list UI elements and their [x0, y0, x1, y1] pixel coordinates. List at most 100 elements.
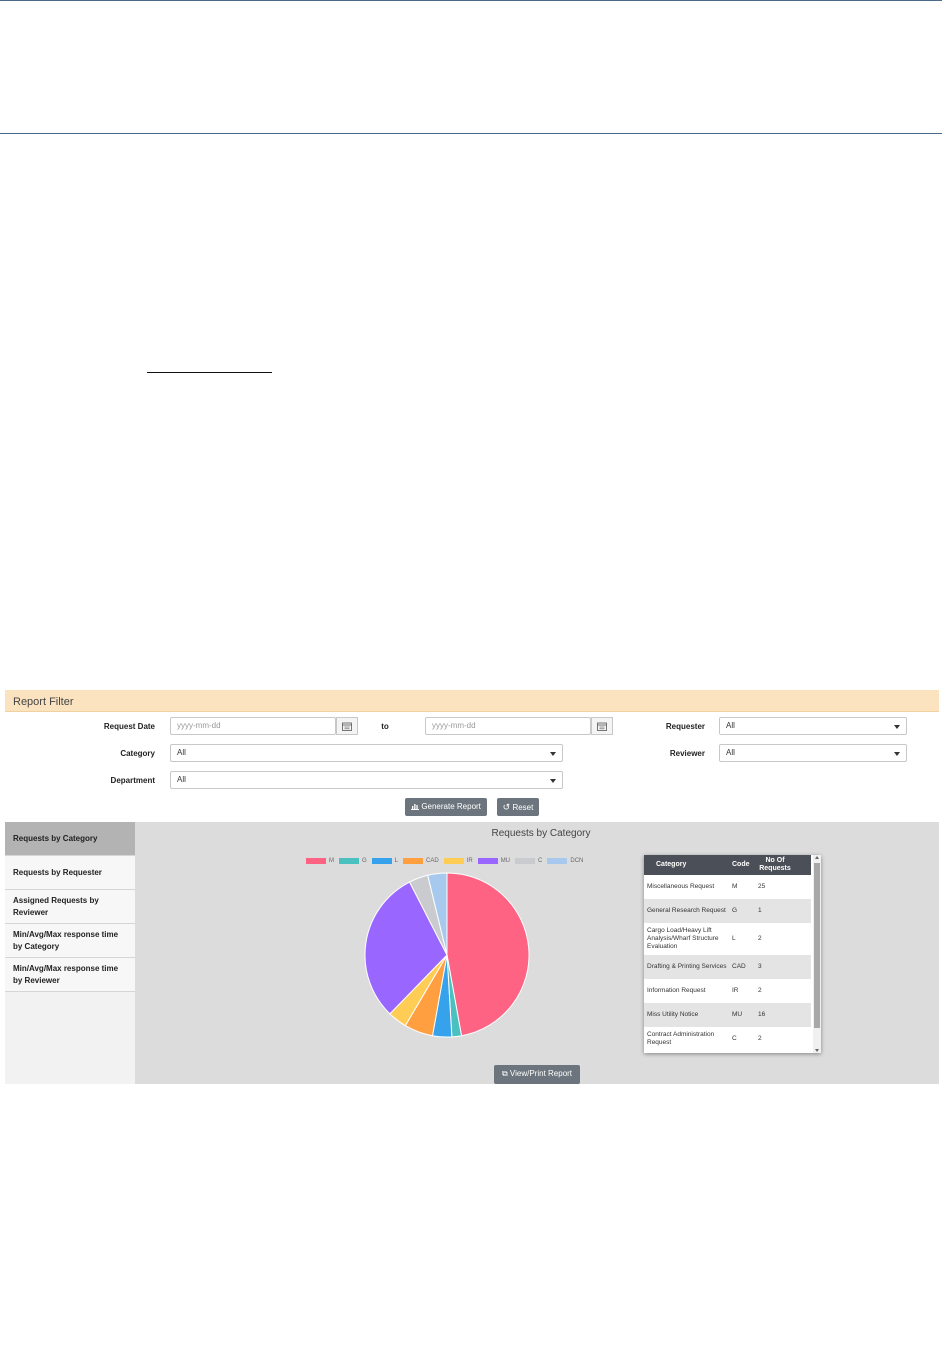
- table-cell-category: Information Request: [647, 987, 706, 994]
- table-row: Information Request IR 2: [644, 979, 811, 1003]
- legend-label: G: [362, 858, 367, 864]
- top-border-line: [0, 0, 942, 1]
- sidebar-item-assigned-requests-by-reviewer[interactable]: Assigned Requests by Reviewer: [5, 890, 135, 924]
- header-count: No Of Requests: [759, 857, 791, 872]
- pie-slice-mu[interactable]: [364, 881, 448, 1015]
- report-panel: Report Filter Request Date yyyy-mm-dd to…: [5, 690, 939, 1084]
- legend-label: CAD: [426, 858, 439, 864]
- table-cell-category: Cargo Load/Heavy Lift Analysis/Wharf Str…: [647, 927, 719, 950]
- header-code: Code: [732, 861, 750, 868]
- legend-swatch: [339, 858, 359, 864]
- legend-item[interactable]: DCN: [547, 858, 583, 864]
- sidebar-item-label: Requests by Requester: [13, 867, 102, 877]
- scroll-down-arrow[interactable]: [815, 1049, 819, 1052]
- table-scrollbar[interactable]: [813, 855, 821, 1053]
- chevron-down-icon: [894, 752, 900, 756]
- generate-report-label: Generate Report: [421, 802, 481, 811]
- legend-item[interactable]: G: [339, 858, 367, 864]
- legend-item[interactable]: C: [515, 858, 542, 864]
- table-row: Drafting & Printing Services CAD 3: [644, 955, 811, 979]
- department-select[interactable]: All: [170, 771, 563, 789]
- date-from-input[interactable]: yyyy-mm-dd: [170, 717, 336, 735]
- legend-label: L: [394, 858, 399, 864]
- table-cell-code: G: [732, 907, 738, 914]
- reviewer-label: Reviewer: [669, 749, 705, 758]
- calendar-icon: [342, 722, 352, 731]
- requester-select[interactable]: All: [719, 717, 907, 735]
- chart-area: Requests by Category M G L CAD IR MU C DCN Cate…: [135, 822, 939, 1084]
- legend-item[interactable]: MU: [477, 858, 511, 864]
- legend-label: DCN: [570, 858, 584, 864]
- table-cell-count: 16: [758, 1011, 766, 1018]
- pie-slice-dcn[interactable]: [427, 872, 448, 956]
- requester-label: Requester: [665, 722, 705, 731]
- table-row: Cargo Load/Heavy Lift Analysis/Wharf Str…: [644, 923, 811, 955]
- print-icon: ⧉: [501, 1069, 508, 1078]
- table-row: Miss Utility Notice MU 16: [644, 1003, 811, 1027]
- table-cell-code: C: [732, 1035, 737, 1042]
- legend-swatch: [403, 858, 424, 864]
- chevron-down-icon: [550, 752, 556, 756]
- table-row: General Research Request G 1: [644, 899, 811, 923]
- chevron-down-icon: [550, 779, 556, 783]
- table-cell-count: 2: [758, 935, 762, 942]
- category-table: Category Code No Of Requests Miscellaneo…: [644, 855, 821, 1053]
- sidebar-item-requests-by-requester[interactable]: Requests by Requester: [5, 856, 135, 890]
- legend-swatch: [443, 858, 464, 864]
- view-print-report-button[interactable]: ⧉ View/Print Report: [494, 1065, 580, 1084]
- legend-item[interactable]: CAD: [403, 858, 439, 864]
- table-cell-code: MU: [732, 1011, 743, 1018]
- chart-legend: M G L CAD IR MU C DCN: [306, 858, 588, 864]
- reset-button[interactable]: ↺ Reset: [497, 798, 539, 816]
- table-row: Contract Administration Request C 2: [644, 1027, 811, 1051]
- category-select-value: All: [177, 748, 186, 757]
- pie-slice-m[interactable]: [446, 872, 530, 1037]
- undo-icon: ↺: [502, 802, 511, 812]
- table-cell-category: Contract Administration Request: [647, 1031, 715, 1046]
- legend-swatch: [477, 858, 498, 864]
- table-cell-count: 2: [758, 987, 762, 994]
- category-label: Category: [120, 749, 155, 758]
- legend-swatch: [306, 858, 326, 864]
- table-header: Category Code No Of Requests: [644, 855, 811, 875]
- legend-label: IR: [466, 858, 473, 864]
- sidebar-item-requests-by-category[interactable]: Requests by Category: [5, 822, 135, 856]
- legend-swatch: [371, 858, 392, 864]
- chevron-down-icon: [894, 725, 900, 729]
- reset-label: Reset: [512, 803, 534, 812]
- legend-item[interactable]: M: [306, 858, 334, 864]
- report-sidebar: Requests by Category Requests by Request…: [5, 822, 135, 1084]
- sidebar-item-label: Assigned Requests by Reviewer: [13, 895, 99, 917]
- date-from-calendar-button[interactable]: [336, 717, 358, 735]
- sidebar-item-response-time-by-category[interactable]: Min/Avg/Max response time by Category: [5, 924, 135, 958]
- sidebar-item-response-time-by-reviewer[interactable]: Min/Avg/Max response time by Reviewer: [5, 958, 135, 992]
- legend-label: MU: [500, 858, 511, 864]
- scrollbar-thumb[interactable]: [814, 863, 820, 1028]
- underline-mark: [147, 372, 272, 373]
- scroll-up-arrow[interactable]: [815, 856, 819, 859]
- legend-item[interactable]: L: [371, 858, 399, 864]
- legend-swatch: [547, 858, 568, 864]
- report-filter-header: Report Filter: [5, 690, 939, 712]
- pie-chart: [364, 872, 530, 1038]
- sidebar-item-label: Min/Avg/Max response time by Reviewer: [13, 963, 119, 985]
- generate-report-button[interactable]: Generate Report: [405, 798, 487, 816]
- table-cell-count: 2: [758, 1035, 762, 1042]
- department-select-value: All: [177, 775, 186, 784]
- legend-item[interactable]: IR: [443, 858, 473, 864]
- date-to-input[interactable]: yyyy-mm-dd: [425, 717, 591, 735]
- table-cell-count: 3: [758, 963, 762, 970]
- date-to-calendar-button[interactable]: [591, 717, 613, 735]
- table-cell-category: Miscellaneous Request: [647, 883, 715, 890]
- requester-select-value: All: [726, 721, 735, 730]
- bar-chart-icon: [411, 804, 420, 810]
- legend-label: M: [329, 858, 334, 864]
- to-label: to: [381, 722, 389, 731]
- table-cell-category: Drafting & Printing Services: [647, 963, 727, 970]
- department-label: Department: [110, 776, 155, 785]
- table-cell-category: Miss Utility Notice: [647, 1011, 699, 1018]
- reviewer-select-value: All: [726, 748, 735, 757]
- reviewer-select[interactable]: All: [719, 744, 907, 762]
- table-cell-count: 1: [758, 907, 762, 914]
- category-select[interactable]: All: [170, 744, 563, 762]
